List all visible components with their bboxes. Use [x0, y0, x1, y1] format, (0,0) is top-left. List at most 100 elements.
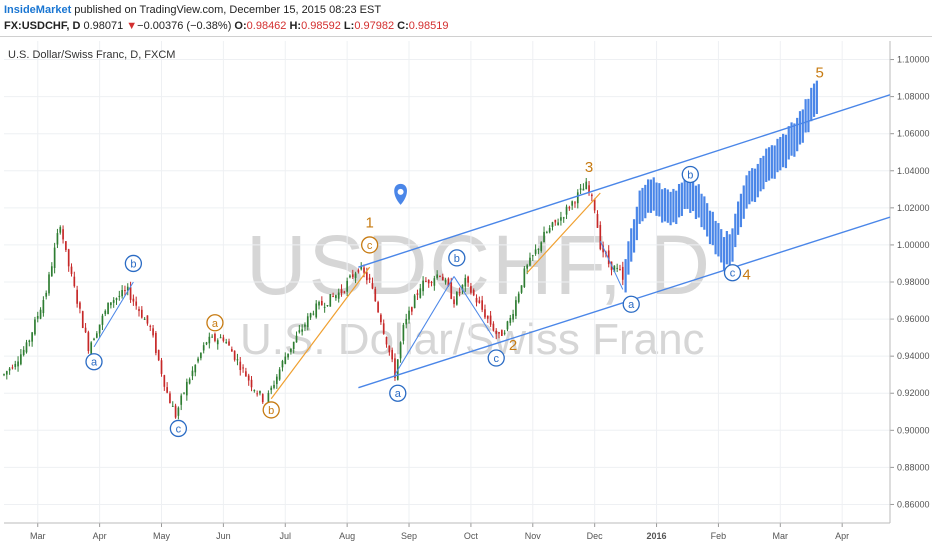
- candle-body: [84, 327, 87, 333]
- candle-body: [394, 358, 396, 378]
- wave-label: c: [730, 268, 736, 280]
- candle-body: [495, 330, 498, 334]
- candle-body: [512, 314, 514, 320]
- x-tick-label: Apr: [93, 531, 107, 541]
- published-text: published on TradingView.com, December 1…: [71, 4, 382, 16]
- candle-body: [180, 395, 183, 405]
- candle-body: [270, 387, 273, 391]
- candle-body: [560, 217, 562, 221]
- candle-body: [354, 273, 357, 278]
- wave-label-circle: [124, 254, 143, 273]
- candle-body: [315, 303, 318, 318]
- candle-body: [450, 282, 453, 299]
- y-tick-label: 1.02000: [897, 203, 930, 213]
- candle-body: [267, 392, 270, 406]
- candle-body: [233, 350, 236, 360]
- candle-body: [486, 315, 489, 319]
- candle-body: [363, 267, 365, 273]
- candle-body: [205, 342, 208, 345]
- change-value: −0.00376 (−0.38%): [137, 20, 232, 32]
- candle-body: [447, 278, 450, 286]
- low-value: 0.97982: [354, 20, 395, 32]
- candle-body: [287, 353, 289, 358]
- high-label: H:: [289, 20, 302, 32]
- candle-body: [602, 245, 604, 253]
- ohlc-line: FX:USDCHF, D 0.98071 ▼−0.00376 (−0.38%) …: [4, 20, 449, 32]
- candle-body: [557, 222, 559, 226]
- chart-area[interactable]: USDCHF, D U.S. Dollar/Swiss Franc 0.8600…: [0, 36, 932, 550]
- candle-body: [118, 295, 121, 297]
- candle-body: [337, 292, 340, 299]
- y-tick-label: 0.94000: [897, 351, 930, 361]
- candle-body: [104, 310, 107, 315]
- y-tick-label: 1.08000: [897, 92, 930, 102]
- price-chart[interactable]: 0.86000 0.88000 0.90000 0.92000 0.94000 0.960…: [0, 37, 932, 551]
- candle-body: [298, 330, 301, 333]
- wave-label-circle: [262, 401, 280, 419]
- candle-body: [613, 265, 616, 273]
- candle-body: [506, 321, 509, 330]
- candle-body: [343, 291, 346, 293]
- candle-body: [546, 232, 548, 234]
- candle-body: [247, 375, 250, 381]
- candle-body: [501, 330, 503, 336]
- candle-body: [326, 305, 329, 307]
- candle-body: [169, 393, 171, 404]
- candle-body: [194, 364, 197, 373]
- candle-body: [351, 274, 354, 278]
- candle-body: [492, 323, 495, 331]
- wave-label-circle: [206, 314, 224, 332]
- candle-body: [498, 332, 500, 334]
- candle-body: [503, 332, 506, 334]
- candle-body: [219, 337, 222, 339]
- candle-body: [73, 276, 76, 287]
- wave-label: 1: [365, 215, 373, 232]
- change-arrow: ▼: [126, 20, 138, 32]
- y-tick-label: 0.92000: [897, 388, 930, 398]
- blue-wave-line: [599, 241, 624, 290]
- candle-body: [425, 280, 427, 282]
- candle-body: [216, 340, 219, 345]
- candle-body: [135, 301, 138, 306]
- candle-body: [377, 302, 379, 313]
- candle-body: [3, 374, 5, 376]
- candle-body: [59, 227, 62, 233]
- candle-body: [427, 279, 430, 284]
- wave-label: b: [130, 258, 136, 270]
- candle-body: [50, 266, 53, 277]
- y-tick-label: 1.04000: [897, 166, 930, 176]
- candle-body: [574, 202, 576, 204]
- wave-label-circle: [169, 419, 188, 438]
- candle-body: [149, 325, 152, 327]
- y-tick-label: 1.06000: [897, 129, 930, 139]
- candle-body: [14, 363, 17, 367]
- candle-body: [259, 390, 261, 394]
- candle-body: [87, 332, 90, 352]
- candle-body: [174, 405, 177, 418]
- candle-body: [121, 290, 123, 297]
- candle-body: [565, 206, 568, 215]
- wave-label-circle: [681, 165, 699, 184]
- candle-body: [464, 278, 467, 287]
- candle-body: [481, 300, 484, 310]
- candle-body: [472, 290, 475, 296]
- candle-body: [591, 194, 593, 197]
- candle-body: [28, 340, 31, 343]
- x-tick-label: Aug: [339, 531, 355, 541]
- candle-body: [444, 279, 447, 283]
- x-tick-label: Dec: [587, 531, 604, 541]
- candle-body: [261, 394, 264, 403]
- candle-body: [453, 299, 455, 305]
- x-tick-label: Jun: [216, 531, 231, 541]
- candle-body: [548, 228, 551, 233]
- candle-body: [461, 284, 464, 290]
- candle-body: [402, 324, 405, 341]
- candle-body: [81, 311, 84, 328]
- candle-body: [413, 295, 416, 309]
- candle-body: [34, 319, 36, 335]
- candle-body: [371, 283, 374, 289]
- candle-body: [17, 361, 19, 367]
- candle-body: [335, 295, 337, 299]
- candle-body: [200, 352, 202, 359]
- author-link[interactable]: InsideMarket: [4, 4, 72, 16]
